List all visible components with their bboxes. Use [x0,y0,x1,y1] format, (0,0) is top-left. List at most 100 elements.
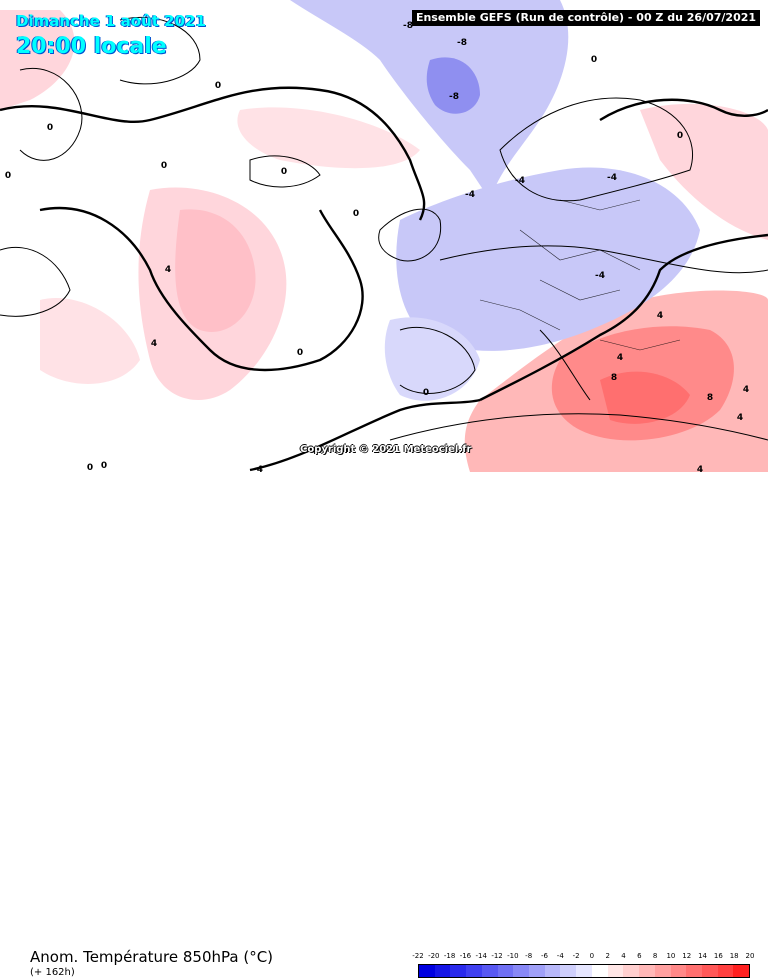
contour-label: 0 [677,131,683,141]
model-run-banner: Ensemble GEFS (Run de contrôle) - 00 Z d… [412,10,760,26]
legend-swatch [654,965,671,977]
legend-tick-label: -6 [540,952,548,960]
legend-tick-label: -18 [443,952,456,960]
legend-tick-label: 14 [698,952,708,960]
contour-label: 8 [707,393,713,403]
contour-label: 4 [165,265,171,275]
contour-label: 0 [353,209,359,219]
temperature-anomaly-map: -8 -8 -8 -4 -4 -4 -4 -4 0 0 0 0 0 0 0 0 … [0,0,768,472]
legend-swatch [513,965,530,977]
legend-swatch [576,965,592,977]
contour-label: 4 [697,465,703,472]
legend-tick-label: 0 [589,952,595,960]
contour-zero-west [0,86,426,221]
legend-tick-label: -10 [507,952,519,960]
legend-tick-label: -14 [475,952,487,960]
legend-swatch [701,965,718,977]
legend-swatch [670,965,687,977]
coastline-newfoundland [0,246,71,317]
legend-swatch [529,965,545,977]
legend-swatch [544,965,561,977]
legend-tick-label: -20 [428,952,440,960]
coastline-north-africa [389,413,768,441]
contour-zero-scandinavia [599,98,768,122]
cold-anomaly-north [290,0,569,200]
legend-color-bar [418,964,750,978]
contour-label: 0 [423,388,429,398]
coastline-greenland [19,16,201,161]
country-borders [479,199,681,351]
warm-anomaly-north-atlantic [237,107,420,169]
warm-anomaly-west-lower [40,298,140,384]
color-legend: -22 -20 -18 -16 -14 -12 -10 -8 -6 -4 -2 0 2 4 6 8 10 12 14… [412,952,754,980]
contour-label: -4 [607,173,617,183]
map-footer: Anom. Température 850hPa (°C) (+ 162h) -… [0,472,768,978]
legend-tick-label: 6 [637,952,642,960]
contour-label: -4 [465,190,475,200]
contour-label: 4 [743,385,749,395]
contour-label: 4 [151,339,157,349]
contour-zero-atlantic [39,206,364,372]
legend-tick-label: 4 [621,952,626,960]
legend-swatch [466,965,482,977]
contour-label: 0 [161,161,167,171]
legend-swatch [450,965,467,977]
legend-tick-label: 10 [666,952,676,960]
contour-label: 0 [281,167,287,177]
legend-swatch [639,965,655,977]
parameter-title: Anom. Température 850hPa (°C) [30,948,274,966]
contour-label: 0 [215,81,221,91]
contour-label: -4 [253,465,263,472]
legend-swatch [560,965,577,977]
contour-label: 0 [591,55,597,65]
legend-swatch [623,965,640,977]
copyright-notice: Copyright © 2021 Meteociel.fr [300,444,472,455]
contour-label: 0 [101,461,107,471]
forecast-time: 20:00 locale [16,34,167,59]
contour-label: -4 [595,271,605,281]
legend-swatch [481,965,498,977]
legend-tick-label: 16 [713,952,723,960]
contour-label: 0 [87,463,93,472]
legend-swatch [733,965,750,977]
contour-label: -4 [515,176,525,186]
contour-label: 0 [5,171,11,181]
contour-label: -8 [403,21,413,31]
contour-label: 0 [297,348,303,358]
legend-tick-label: -8 [525,952,533,960]
legend-swatch [607,965,624,977]
contour-label: -8 [449,92,459,102]
legend-tick-label: -2 [572,952,580,960]
warm-anomaly-northwest [0,10,75,110]
contour-label: 0 [47,123,53,133]
contour-label: 4 [657,311,663,321]
cold-anomaly-core-north [426,57,480,114]
legend-swatch [686,965,702,977]
coastline-iceland [249,155,321,188]
warm-anomaly-scandinavia-east [640,103,768,240]
coastline-italy [539,329,591,401]
legend-swatch [497,965,514,977]
legend-tick-label: 8 [652,952,658,960]
legend-tick-label: 2 [605,952,610,960]
forecast-date: Dimanche 1 août 2021 [16,12,206,30]
coastline-britain [378,208,442,262]
legend-swatch [434,965,451,977]
cold-anomaly-iberia [384,317,480,401]
contour-label: 4 [737,413,743,423]
legend-swatch [591,965,608,977]
cold-anomaly-central-europe [396,167,700,351]
legend-tick-label: -16 [459,952,472,960]
lead-time: (+ 162h) [30,967,75,978]
warm-anomaly-atlantic-core [175,209,256,332]
contour-label: 4 [617,353,623,363]
legend-swatch [717,965,734,977]
contour-label: -8 [457,38,467,48]
coastline-scandinavia [499,97,694,202]
legend-tick-label: -12 [491,952,503,960]
legend-tick-label: -22 [412,952,424,960]
legend-labels: -22 -20 -18 -16 -14 -12 -10 -8 -6 -4 -2 0 2 4 6 8 10 12 14… [412,952,754,962]
coastline-iberia [399,326,476,394]
legend-tick-label: -4 [556,952,564,960]
contour-label: 8 [611,373,617,383]
